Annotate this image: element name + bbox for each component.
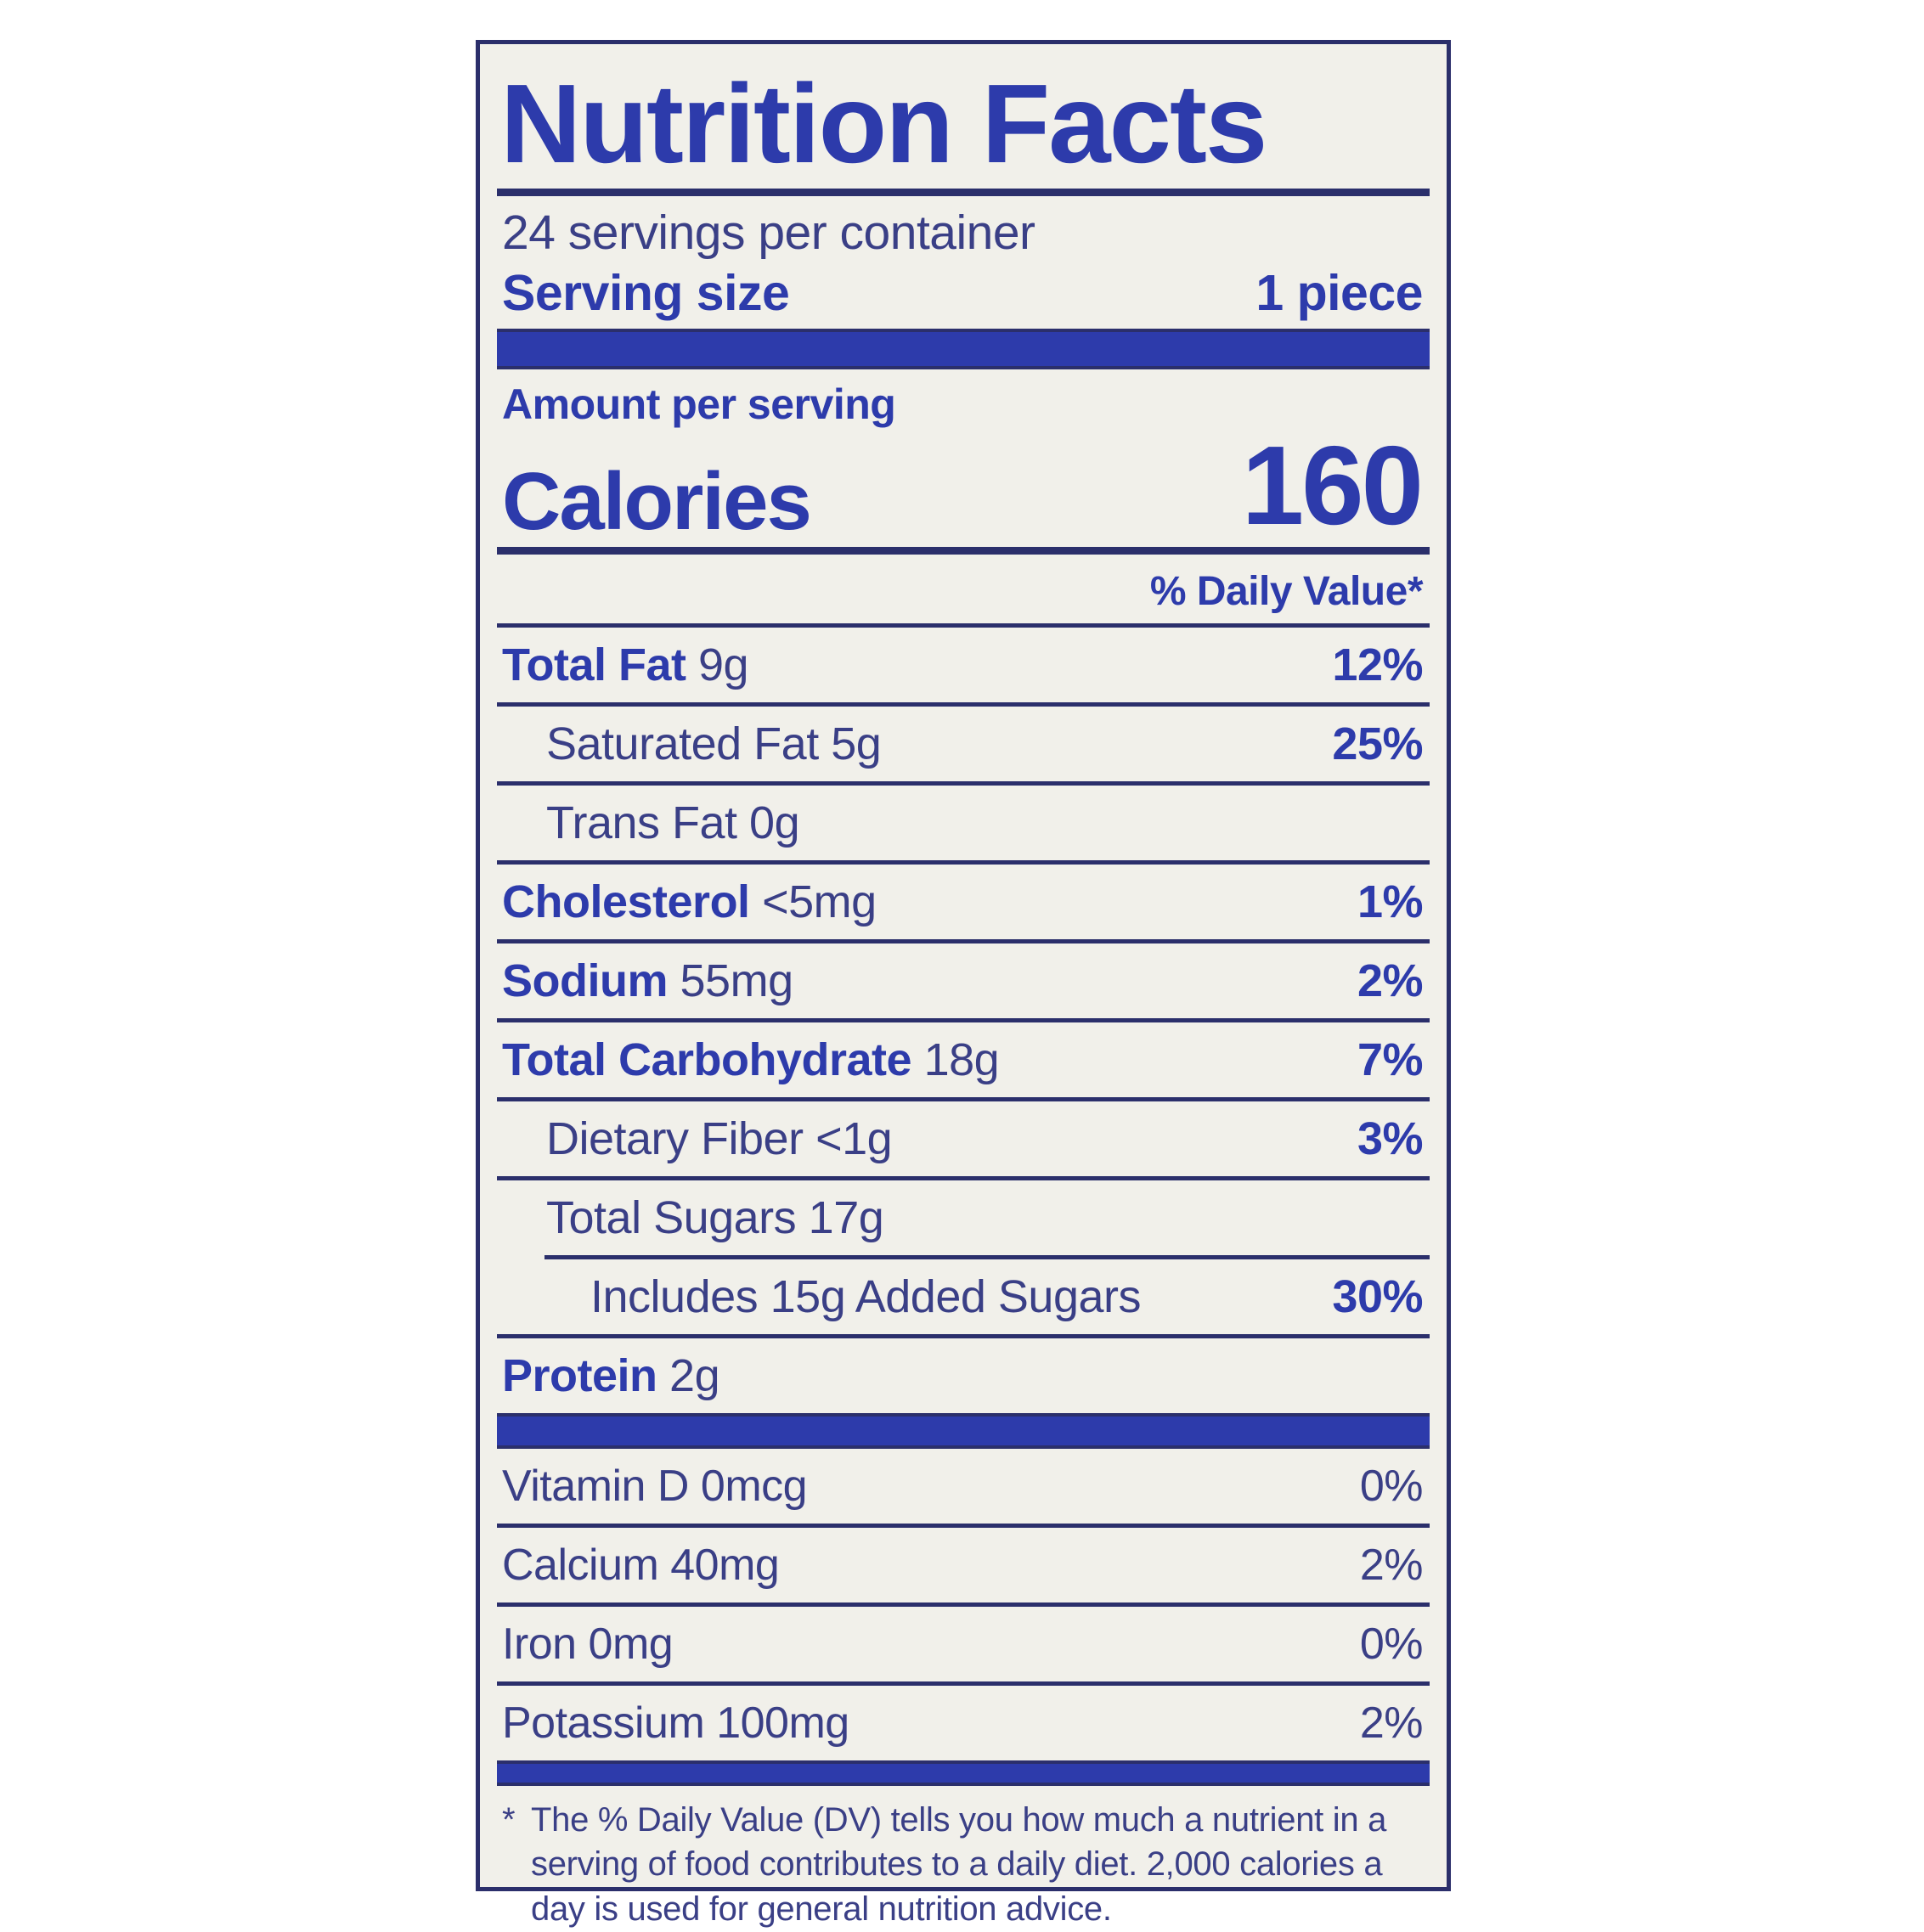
page-title: Nutrition Facts bbox=[500, 61, 1267, 186]
row-calcium: Calcium 40mg 2% bbox=[497, 1528, 1430, 1602]
daily-value-divider bbox=[497, 622, 1430, 628]
calories-value: 160 bbox=[1241, 423, 1424, 548]
protein-amount: 2g bbox=[669, 1349, 720, 1401]
row-cholesterol: Cholesterol <5mg 1% bbox=[497, 865, 1430, 939]
row-added-sugars: Includes 15g Added Sugars 30% bbox=[497, 1259, 1430, 1334]
calories-divider bbox=[497, 546, 1430, 555]
row-total-fat: Total Fat 9g 12% bbox=[497, 628, 1430, 702]
carbohydrate-name: Total Carbohydrate bbox=[502, 1034, 912, 1085]
row-protein: Protein 2g bbox=[497, 1338, 1430, 1413]
total-fat-amount: 9g bbox=[698, 639, 749, 690]
serving-section-bar bbox=[497, 329, 1430, 369]
dietary-fiber-divider bbox=[497, 1175, 1430, 1180]
amount-per-serving-label: Amount per serving bbox=[502, 380, 896, 428]
footnote: * The % Daily Value (DV) tells you how m… bbox=[497, 1786, 1430, 1932]
row-sodium: Sodium 55mg 2% bbox=[497, 943, 1430, 1018]
protein-name: Protein bbox=[502, 1349, 657, 1401]
calcium-percent: 2% bbox=[1359, 1540, 1424, 1590]
added-sugars-divider bbox=[497, 1333, 1430, 1338]
vitamin-d-divider bbox=[497, 1523, 1430, 1528]
row-total-sugars: Total Sugars 17g bbox=[497, 1180, 1430, 1255]
cholesterol-name: Cholesterol bbox=[502, 876, 750, 927]
total-fat-percent: 12% bbox=[1332, 639, 1423, 690]
serving-size-value: 1 piece bbox=[1255, 265, 1423, 321]
row-dietary-fiber: Dietary Fiber <1g 3% bbox=[497, 1101, 1430, 1176]
total-fat-divider bbox=[497, 701, 1430, 707]
row-potassium: Potassium 100mg 2% bbox=[497, 1686, 1430, 1760]
trans-fat-divider bbox=[497, 859, 1430, 865]
potassium-name: Potassium 100mg bbox=[502, 1698, 849, 1748]
row-iron: Iron 0mg 0% bbox=[497, 1607, 1430, 1681]
total-fat-name: Total Fat bbox=[502, 639, 686, 690]
saturated-fat-divider bbox=[497, 780, 1430, 786]
servings-per-container: 24 servings per container bbox=[502, 206, 1035, 260]
micronutrient-section-bar bbox=[497, 1412, 1430, 1449]
calcium-name: Calcium 40mg bbox=[502, 1540, 780, 1590]
iron-name: Iron 0mg bbox=[502, 1619, 674, 1669]
vitamin-d-name: Vitamin D 0mcg bbox=[502, 1461, 808, 1511]
vitamin-d-percent: 0% bbox=[1359, 1461, 1424, 1511]
potassium-percent: 2% bbox=[1359, 1698, 1424, 1748]
sodium-name: Sodium bbox=[502, 955, 669, 1006]
cholesterol-amount: <5mg bbox=[762, 876, 877, 927]
carbohydrate-divider bbox=[497, 1096, 1430, 1101]
nutrition-label-panel: Nutrition Facts 24 servings per containe… bbox=[476, 40, 1451, 1928]
calcium-divider bbox=[497, 1602, 1430, 1607]
serving-size-label: Serving size bbox=[502, 265, 790, 321]
footnote-text: The % Daily Value (DV) tells you how muc… bbox=[531, 1800, 1387, 1929]
dietary-fiber-percent: 3% bbox=[1357, 1112, 1424, 1164]
row-saturated-fat: Saturated Fat 5g 25% bbox=[497, 707, 1430, 781]
title-divider bbox=[497, 189, 1430, 196]
added-sugars-name: Includes 15g Added Sugars bbox=[590, 1270, 1142, 1322]
cholesterol-divider bbox=[497, 938, 1430, 943]
cholesterol-percent: 1% bbox=[1357, 876, 1424, 927]
dietary-fiber-name: Dietary Fiber <1g bbox=[546, 1112, 893, 1164]
calories-label: Calories bbox=[502, 455, 812, 547]
iron-percent: 0% bbox=[1359, 1619, 1424, 1669]
total-sugars-name: Total Sugars 17g bbox=[546, 1191, 884, 1243]
sodium-percent: 2% bbox=[1357, 955, 1424, 1006]
row-total-carbohydrate: Total Carbohydrate 18g 7% bbox=[497, 1022, 1430, 1097]
row-trans-fat: Trans Fat 0g bbox=[497, 786, 1430, 860]
carbohydrate-percent: 7% bbox=[1357, 1034, 1424, 1085]
iron-divider bbox=[497, 1681, 1430, 1686]
trans-fat-name: Trans Fat 0g bbox=[546, 797, 800, 848]
added-sugars-percent: 30% bbox=[1332, 1270, 1423, 1322]
saturated-fat-percent: 25% bbox=[1332, 718, 1423, 769]
footnote-marker: * bbox=[502, 1800, 516, 1839]
nutrition-facts-label: Nutrition Facts 24 servings per containe… bbox=[497, 59, 1430, 1928]
daily-value-header: % Daily Value* bbox=[1149, 568, 1424, 614]
sodium-amount: 55mg bbox=[680, 955, 794, 1006]
saturated-fat-name: Saturated Fat 5g bbox=[546, 718, 882, 769]
serving-size-row: Serving size 1 piece bbox=[497, 262, 1430, 329]
row-vitamin-d: Vitamin D 0mcg 0% bbox=[497, 1449, 1430, 1524]
carbohydrate-amount: 18g bbox=[923, 1034, 1000, 1085]
total-sugars-divider bbox=[544, 1254, 1430, 1259]
sodium-divider bbox=[497, 1017, 1430, 1022]
calories-row: Calories 160 bbox=[497, 423, 1430, 548]
footnote-section-bar bbox=[497, 1760, 1430, 1786]
